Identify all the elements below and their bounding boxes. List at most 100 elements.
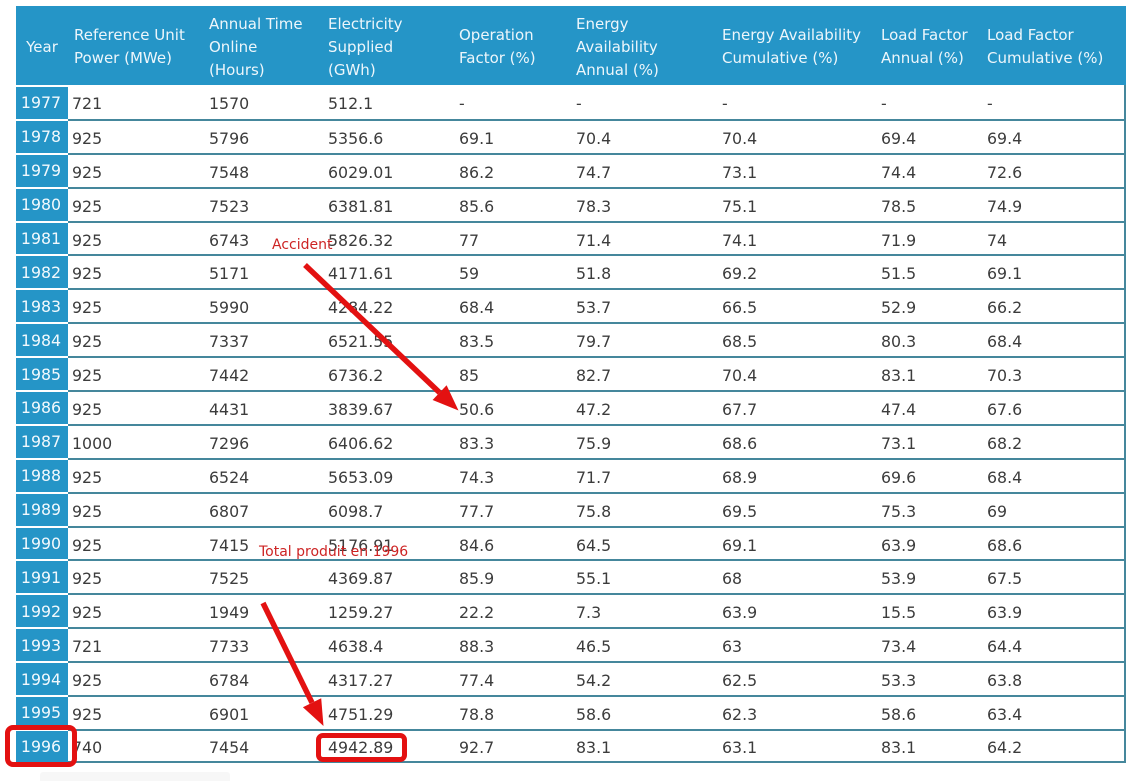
data-cell-energy-availability-cumulative: 68.5 xyxy=(716,322,875,356)
column-header-line: Factor (%) xyxy=(459,49,536,67)
data-cell-electricity-supplied: 4284.22 xyxy=(322,288,453,322)
data-cell-load-factor-cumulative: 68.4 xyxy=(981,322,1126,357)
year-cell: 1986 xyxy=(16,390,68,424)
data-cell-electricity-supplied: 4638.4 xyxy=(322,627,453,661)
column-header-annual-time-online: Annual Time Online (Hours) xyxy=(203,6,322,85)
data-cell-energy-availability-annual: 55.1 xyxy=(570,559,716,593)
data-cell-reference-unit-power: 925 xyxy=(68,186,203,221)
year-cell: 1990 xyxy=(16,525,68,560)
data-cell-electricity-supplied: 5653.09 xyxy=(322,457,453,492)
data-cell-energy-availability-annual: 58.6 xyxy=(570,695,716,729)
column-header-operation-factor: Operation Factor (%) xyxy=(453,6,570,85)
data-cell-energy-availability-cumulative: - xyxy=(722,93,728,113)
data-cell-reference-unit-power: 925 xyxy=(68,593,203,627)
data-cell-electricity-supplied: 6736.2 xyxy=(322,356,453,390)
data-cell-energy-availability-cumulative: 63 xyxy=(716,627,875,661)
data-cell-load-factor-annual: 69.4 xyxy=(875,118,981,153)
value-highlight-rectangle xyxy=(316,733,407,762)
data-cell-annual-time-online: 5990 xyxy=(203,288,322,322)
data-cell-energy-availability-cumulative: 68.9 xyxy=(716,457,875,492)
column-header-line: Online xyxy=(209,37,258,56)
year-cell: 1995 xyxy=(16,695,68,729)
data-cell-energy-availability-annual: 51.8 xyxy=(570,254,716,288)
data-cell-reference-unit-power: 925 xyxy=(68,661,203,695)
data-cell-energy-availability-annual: 74.7 xyxy=(570,152,716,187)
column-header-line: Energy xyxy=(576,14,629,33)
data-cell-annual-time-online: 6807 xyxy=(203,491,322,526)
data-cell-annual-time-online: 7296 xyxy=(203,423,322,458)
year-cell: 1991 xyxy=(16,559,68,594)
data-cell-reference-unit-power: 740 xyxy=(68,728,203,763)
column-header-load-factor-annual: Load Factor Annual (%) xyxy=(875,6,981,85)
reactor-statistics-table: Year Reference Unit Power (MWe) Annual Ti… xyxy=(16,6,1128,763)
data-cell-electricity-supplied: 4171.61 xyxy=(322,254,453,288)
data-cell-electricity-supplied: 4369.87 xyxy=(322,559,453,593)
data-cell-load-factor-annual: 71.9 xyxy=(875,220,981,255)
data-cell-load-factor-cumulative: 68.4 xyxy=(981,457,1126,492)
data-cell-energy-availability-cumulative: 67.7 xyxy=(716,390,875,424)
data-cell-annual-time-online: 6524 xyxy=(203,457,322,492)
year-highlight-rectangle xyxy=(5,725,77,767)
total-annotation-label: Total produit en 1996 xyxy=(259,544,409,560)
data-cell-load-factor-cumulative: 63.8 xyxy=(981,661,1126,696)
data-cell-load-factor-annual: 69.6 xyxy=(875,457,981,492)
year-cell: 1996 xyxy=(16,728,68,763)
data-cell-reference-unit-power: 925 xyxy=(68,491,203,526)
year-cell: 1985 xyxy=(16,356,68,391)
data-cell-load-factor-annual: 75.3 xyxy=(875,491,981,526)
data-cell-load-factor-annual: 47.4 xyxy=(875,390,981,424)
year-cell: 1977 xyxy=(16,85,68,119)
data-cell-energy-availability-annual: 46.5 xyxy=(570,627,716,661)
data-cell-load-factor-cumulative: 64.2 xyxy=(981,728,1126,763)
data-cell-energy-availability-annual: 7.3 xyxy=(570,593,716,627)
data-cell-annual-time-online: 7337 xyxy=(203,322,322,356)
column-header-line: Annual (%) xyxy=(881,49,964,67)
data-cell-operation-factor: 69.1 xyxy=(453,118,570,153)
data-cell-energy-availability-cumulative: 63.1 xyxy=(716,728,875,763)
column-header-line: Cumulative (%) xyxy=(987,49,1104,67)
data-cell-energy-availability-annual: 79.7 xyxy=(570,322,716,356)
data-cell-annual-time-online: 5171 xyxy=(203,254,322,288)
data-cell-annual-time-online: 7523 xyxy=(203,186,322,221)
data-cell-energy-availability-annual: 70.4 xyxy=(570,118,716,153)
data-cell-reference-unit-power: 925 xyxy=(68,695,203,729)
data-cell-operation-factor: 85.6 xyxy=(453,186,570,221)
data-cell-electricity-supplied: 3839.67 xyxy=(322,390,453,424)
column-header-reference-unit-power: Reference Unit Power (MWe) xyxy=(68,6,203,85)
data-cell-operation-factor: 50.6 xyxy=(453,390,570,424)
year-cell: 1983 xyxy=(16,288,68,323)
column-header-line: Supplied xyxy=(328,37,394,56)
data-cell-operation-factor: 77 xyxy=(453,220,570,255)
data-cell-load-factor-cumulative: 63.9 xyxy=(981,593,1126,628)
data-cell-operation-factor: 86.2 xyxy=(453,152,570,187)
data-cell-energy-availability-annual: 71.4 xyxy=(570,220,716,255)
data-cell-load-factor-annual: - xyxy=(881,93,887,113)
data-cell-operation-factor: 83.3 xyxy=(453,423,570,458)
data-cell-energy-availability-cumulative: 69.5 xyxy=(716,491,875,526)
year-cell: 1980 xyxy=(16,186,68,221)
data-cell-electricity-supplied: 1259.27 xyxy=(322,593,453,627)
table-grid: Year Reference Unit Power (MWe) Annual Ti… xyxy=(16,6,1128,763)
data-cell-load-factor-cumulative: - xyxy=(981,85,1126,119)
column-header-line: (GWh) xyxy=(328,60,376,79)
data-cell-load-factor-cumulative: 64.4 xyxy=(981,627,1126,662)
accident-annotation-label: Accident xyxy=(272,237,333,253)
data-cell-annual-time-online: 7415 xyxy=(203,525,322,560)
data-cell-reference-unit-power: 925 xyxy=(68,152,203,187)
data-cell-load-factor-cumulative: 68.6 xyxy=(981,525,1126,560)
data-cell-reference-unit-power: 925 xyxy=(68,525,203,560)
data-cell-operation-factor: 83.5 xyxy=(453,322,570,356)
data-cell-load-factor-cumulative: 67.5 xyxy=(981,559,1126,594)
data-cell-annual-time-online: 7454 xyxy=(203,728,322,763)
column-header-line: Electricity xyxy=(328,14,403,33)
data-cell-electricity-supplied: 4751.29 xyxy=(322,695,453,729)
data-cell-electricity-supplied: 6098.7 xyxy=(322,491,453,526)
data-cell-annual-time-online: 6743 xyxy=(203,220,322,255)
data-cell-annual-time-online: 6901 xyxy=(203,695,322,729)
data-cell-operation-factor: 77.4 xyxy=(453,661,570,695)
data-cell-reference-unit-power: 925 xyxy=(68,559,203,593)
data-cell-reference-unit-power: 1000 xyxy=(68,423,203,458)
data-cell-energy-availability-annual: - xyxy=(576,93,582,113)
data-cell-operation-factor: 85.9 xyxy=(453,559,570,593)
